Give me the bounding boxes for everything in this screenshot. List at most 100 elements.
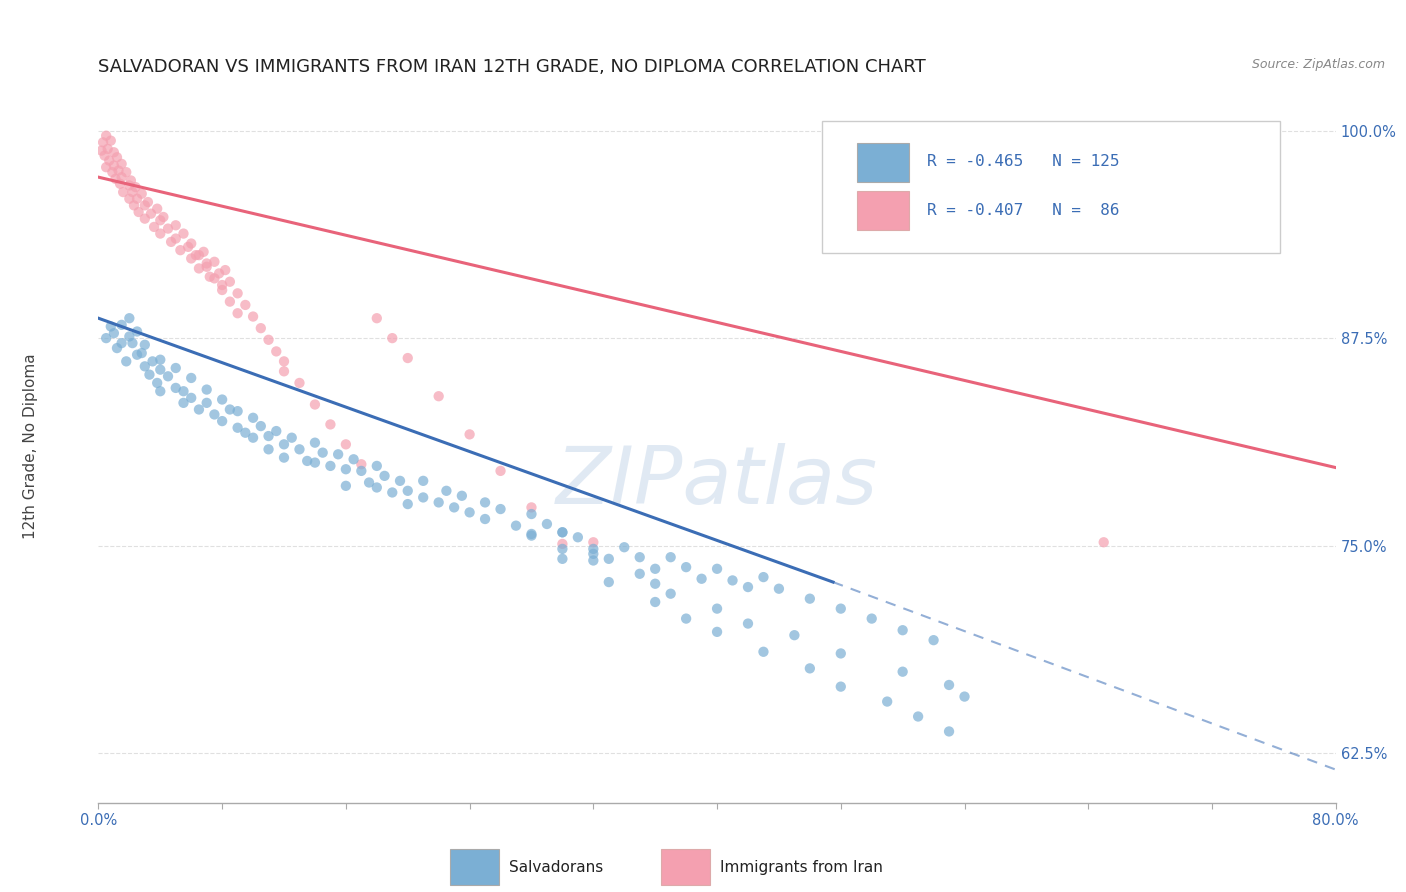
Point — [180, 252, 202, 266]
Point — [198, 269, 221, 284]
Point — [242, 410, 264, 425]
Point — [211, 278, 233, 293]
FancyBboxPatch shape — [856, 143, 908, 182]
Point — [101, 165, 124, 179]
Point — [799, 591, 821, 606]
Point — [107, 163, 129, 178]
Point — [149, 384, 172, 399]
Text: Source: ZipAtlas.com: Source: ZipAtlas.com — [1251, 58, 1385, 71]
Point — [381, 331, 404, 345]
Point — [149, 352, 172, 367]
Point — [111, 318, 132, 332]
Point — [172, 384, 194, 399]
Point — [127, 348, 149, 362]
Point — [659, 550, 682, 565]
Point — [165, 381, 187, 395]
Point — [489, 464, 512, 478]
Point — [103, 326, 125, 340]
Point — [706, 562, 728, 576]
Point — [830, 601, 852, 615]
Point — [195, 260, 218, 274]
Point — [98, 153, 121, 168]
Point — [96, 331, 118, 345]
Point — [907, 709, 929, 723]
Text: R = -0.407   N =  86: R = -0.407 N = 86 — [928, 203, 1121, 218]
Point — [598, 575, 620, 590]
Point — [103, 145, 125, 160]
Point — [219, 402, 242, 417]
Point — [180, 391, 202, 405]
Point — [489, 502, 512, 516]
Point — [115, 165, 138, 179]
Point — [146, 376, 169, 390]
Point — [551, 525, 574, 540]
Point — [737, 580, 759, 594]
Point — [304, 456, 326, 470]
Point — [180, 236, 202, 251]
Point — [120, 173, 142, 187]
Point — [257, 333, 280, 347]
Point — [374, 468, 396, 483]
Point — [122, 198, 145, 212]
Point — [335, 437, 357, 451]
Point — [214, 263, 236, 277]
Point — [953, 690, 976, 704]
Point — [343, 452, 366, 467]
Point — [350, 457, 373, 471]
Point — [105, 150, 128, 164]
Point — [644, 595, 666, 609]
Point — [172, 227, 194, 241]
Point — [250, 321, 273, 335]
Point — [97, 142, 120, 156]
Point — [96, 128, 118, 143]
Point — [108, 177, 131, 191]
Point — [118, 178, 141, 193]
Point — [233, 298, 257, 312]
Point — [149, 227, 172, 241]
Point — [118, 311, 141, 326]
Point — [388, 474, 412, 488]
Point — [427, 495, 450, 509]
Point — [520, 528, 543, 542]
Point — [112, 185, 135, 199]
Text: Salvadorans: Salvadorans — [509, 860, 603, 874]
Point — [312, 445, 335, 459]
Point — [188, 402, 211, 417]
Point — [104, 171, 127, 186]
Point — [134, 359, 156, 374]
Point — [226, 306, 249, 320]
Point — [675, 560, 697, 574]
Point — [675, 611, 697, 625]
Point — [582, 553, 605, 567]
Point — [157, 369, 180, 384]
Point — [226, 421, 249, 435]
Point — [319, 417, 342, 432]
Point — [111, 336, 132, 351]
Point — [188, 261, 211, 276]
Point — [118, 192, 141, 206]
Point — [458, 505, 481, 519]
Point — [876, 695, 898, 709]
Point — [127, 325, 149, 339]
Point — [250, 419, 273, 434]
Point — [264, 424, 288, 438]
Point — [1092, 535, 1115, 549]
Point — [169, 243, 191, 257]
Point — [752, 645, 775, 659]
Point — [752, 570, 775, 584]
Point — [938, 678, 960, 692]
Point — [242, 431, 264, 445]
Point — [204, 408, 226, 422]
Point — [891, 624, 914, 638]
Point — [381, 485, 404, 500]
Point — [737, 616, 759, 631]
Point — [105, 341, 128, 355]
Point — [111, 157, 132, 171]
Point — [96, 160, 118, 174]
Point — [165, 361, 187, 376]
Point — [273, 354, 295, 368]
Point — [628, 550, 651, 565]
Point — [288, 442, 311, 457]
Point — [157, 221, 180, 235]
Point — [121, 185, 143, 199]
